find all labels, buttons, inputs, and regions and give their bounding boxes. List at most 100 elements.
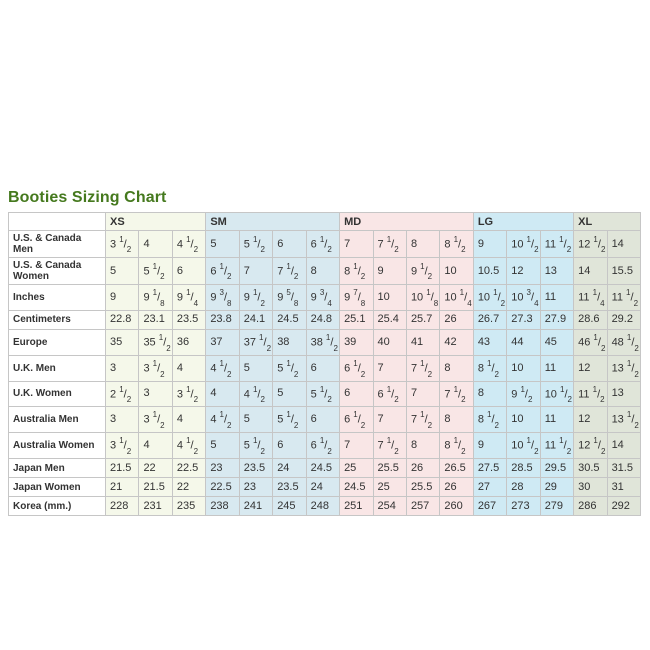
size-cell: 13 [539, 257, 575, 285]
size-cell: 286 [573, 496, 608, 517]
size-cell: 8 [305, 257, 341, 285]
size-cell: 25 [339, 458, 374, 479]
size-cell: 44 [506, 328, 541, 356]
size-cell: 12 [573, 406, 608, 434]
table-row: U.K. Women 2 1/2 3 3 1/2 4 4 1/2 5 5 1/2 6 6 1/2 7… [8, 380, 642, 408]
size-cell: 9 1/2 [238, 284, 274, 311]
row-label: Korea (mm.) [8, 496, 106, 517]
size-cell: 4 [138, 230, 173, 258]
size-cell: 27.3 [506, 309, 541, 330]
size-cell: 10 1/2 [506, 432, 541, 460]
size-cell: 5 1/2 [272, 406, 307, 434]
size-cell: 8 [439, 406, 474, 434]
size-cell: 10 [506, 406, 541, 434]
size-cell: 8 [439, 354, 474, 382]
row-label: U.S. & Canada Women [8, 257, 106, 285]
size-cell: 21.5 [104, 458, 140, 479]
size-cell: 8 1/2 [472, 354, 508, 382]
size-cell: 9 1/4 [171, 284, 207, 311]
size-cell: 13 [606, 380, 642, 408]
row-label: U.K. Men [8, 354, 106, 382]
size-cell: 7 1/2 [372, 432, 407, 460]
size-cell: 9 [472, 230, 508, 258]
size-cell: 7 [372, 406, 407, 434]
size-cell: 4 1/2 [171, 230, 207, 258]
size-cell: 10 [372, 284, 407, 311]
table-row: Australia Women 3 1/2 4 4 1/2 5 5 1/2 6 6 1/2 7 7… [8, 432, 642, 460]
size-cell: 8 1/2 [439, 432, 474, 460]
size-cell: 235 [171, 496, 207, 517]
size-cell: 13 1/2 [606, 406, 642, 434]
size-cell: 3 [104, 406, 140, 434]
size-cell: 30 [573, 477, 608, 498]
size-cell: 8 1/2 [472, 406, 508, 434]
sizing-chart-section: Booties Sizing Chart XS SM MD LG XL U.S. & C… [8, 189, 642, 517]
size-cell: 14 [606, 230, 642, 258]
size-cell: 4 1/2 [171, 432, 207, 460]
size-cell: 5 1/2 [305, 380, 341, 408]
size-group-header-xl: XL [573, 212, 641, 231]
size-cell: 7 [339, 432, 374, 460]
size-group-header-xs: XS [104, 212, 207, 231]
size-cell: 7 1/2 [405, 354, 441, 382]
table-row: U.S. & Canada Men 3 1/2 4 4 1/2 5 5 1/2 6 6 1/2… [8, 230, 642, 258]
size-cell: 29.5 [539, 458, 575, 479]
size-cell: 7 [405, 380, 441, 408]
size-cell: 24 [305, 477, 341, 498]
size-cell: 9 5/8 [272, 284, 307, 311]
size-cell: 5 1/2 [238, 432, 274, 460]
size-cell: 37 [205, 328, 240, 356]
size-cell: 7 1/2 [372, 230, 407, 258]
size-cell: 10 1/4 [439, 284, 474, 311]
size-cell: 28.6 [573, 309, 608, 330]
size-cell: 10 3/4 [506, 284, 541, 311]
size-cell: 3 [104, 354, 140, 382]
size-cell: 6 [305, 354, 341, 382]
size-cell: 8 1/2 [439, 230, 474, 258]
size-cell: 292 [606, 496, 642, 517]
size-cell: 35 [104, 328, 140, 356]
size-cell: 26.7 [472, 309, 508, 330]
size-cell: 24.8 [305, 309, 341, 330]
size-cell: 26 [439, 477, 474, 498]
size-cell: 23 [238, 477, 274, 498]
size-cell: 14 [573, 257, 608, 285]
size-cell: 7 1/2 [272, 257, 307, 285]
size-cell: 7 1/2 [405, 406, 441, 434]
size-cell: 22 [171, 477, 207, 498]
size-cell: 31.5 [606, 458, 642, 479]
row-label: U.K. Women [8, 380, 106, 408]
size-cell: 11 [539, 406, 575, 434]
size-cell: 9 1/8 [138, 284, 173, 311]
size-cell: 23.5 [171, 309, 207, 330]
table-row: Europe 35 35 1/2 36 37 37 1/2 38 38 1/2 39 40 41 42… [8, 328, 642, 356]
size-cell: 11 [539, 284, 575, 311]
sizing-table-header: XS SM MD LG XL [8, 212, 641, 231]
size-cell: 29 [539, 477, 575, 498]
size-cell: 23 [205, 458, 240, 479]
size-cell: 4 [138, 432, 173, 460]
size-cell: 22.5 [171, 458, 207, 479]
size-cell: 267 [472, 496, 508, 517]
size-cell: 21.5 [138, 477, 173, 498]
size-cell: 25.7 [405, 309, 441, 330]
size-cell: 254 [372, 496, 407, 517]
size-cell: 43 [472, 328, 508, 356]
size-cell: 4 1/2 [238, 380, 274, 408]
size-cell: 9 1/2 [506, 380, 541, 408]
size-cell: 4 1/2 [205, 354, 240, 382]
size-group-header-md: MD [339, 212, 474, 231]
size-cell: 5 [205, 432, 240, 460]
size-cell: 231 [138, 496, 173, 517]
size-cell: 26 [405, 458, 441, 479]
row-label: Australia Women [8, 432, 106, 460]
size-cell: 23.1 [138, 309, 173, 330]
size-cell: 7 [238, 257, 274, 285]
size-cell: 9 7/8 [339, 284, 374, 311]
size-cell: 3 1/2 [138, 354, 173, 382]
size-cell: 8 1/2 [339, 257, 374, 285]
size-cell: 3 1/2 [104, 432, 140, 460]
size-cell: 37 1/2 [238, 328, 274, 356]
size-cell: 4 [205, 380, 240, 408]
size-cell: 8 [472, 380, 508, 408]
